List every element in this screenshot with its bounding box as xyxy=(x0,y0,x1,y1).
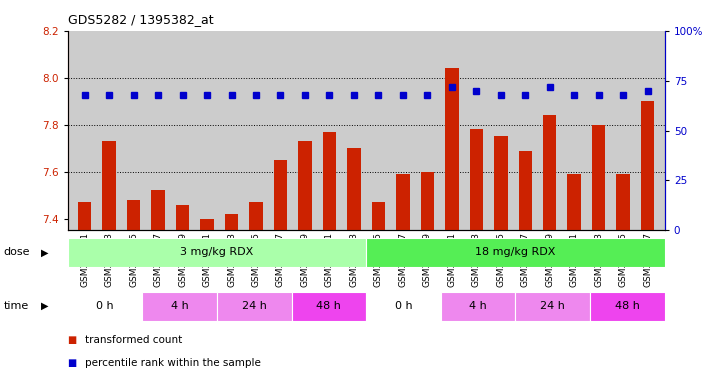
Text: 3 mg/kg RDX: 3 mg/kg RDX xyxy=(180,247,254,258)
Bar xyxy=(102,141,116,230)
Bar xyxy=(494,136,508,230)
Bar xyxy=(372,202,385,230)
Bar xyxy=(292,292,366,321)
Text: 18 mg/kg RDX: 18 mg/kg RDX xyxy=(475,247,556,258)
Bar xyxy=(201,218,214,230)
Bar xyxy=(250,202,263,230)
Bar xyxy=(543,115,557,230)
Text: dose: dose xyxy=(4,247,30,258)
Bar xyxy=(323,132,336,230)
Bar xyxy=(225,214,238,230)
Text: 0 h: 0 h xyxy=(96,301,114,311)
Bar xyxy=(616,174,630,230)
Bar xyxy=(298,141,311,230)
Bar xyxy=(441,292,515,321)
Bar xyxy=(127,200,140,230)
Bar xyxy=(567,174,581,230)
Text: ■: ■ xyxy=(68,335,77,345)
Bar xyxy=(68,292,142,321)
Text: percentile rank within the sample: percentile rank within the sample xyxy=(85,358,261,368)
Bar xyxy=(142,292,217,321)
Text: GDS5282 / 1395382_at: GDS5282 / 1395382_at xyxy=(68,13,213,26)
Bar xyxy=(445,68,459,230)
Text: time: time xyxy=(4,301,29,311)
Bar xyxy=(396,174,410,230)
Text: 24 h: 24 h xyxy=(540,301,565,311)
Bar xyxy=(515,292,590,321)
Text: ■: ■ xyxy=(68,358,77,368)
Text: 48 h: 48 h xyxy=(615,301,640,311)
Text: 4 h: 4 h xyxy=(469,301,487,311)
Bar xyxy=(590,292,665,321)
Text: ▶: ▶ xyxy=(41,247,49,258)
Bar xyxy=(217,292,292,321)
Text: 0 h: 0 h xyxy=(395,301,412,311)
Bar xyxy=(366,238,665,267)
Bar xyxy=(518,151,532,230)
Bar xyxy=(469,129,483,230)
Text: ▶: ▶ xyxy=(41,301,49,311)
Bar xyxy=(641,101,654,230)
Bar xyxy=(68,238,366,267)
Text: 48 h: 48 h xyxy=(316,301,341,311)
Bar xyxy=(78,202,92,230)
Bar xyxy=(366,292,441,321)
Bar xyxy=(421,172,434,230)
Bar xyxy=(274,160,287,230)
Text: 24 h: 24 h xyxy=(242,301,267,311)
Bar xyxy=(151,190,165,230)
Bar xyxy=(347,148,360,230)
Bar xyxy=(176,205,189,230)
Bar xyxy=(592,125,606,230)
Text: transformed count: transformed count xyxy=(85,335,183,345)
Text: 4 h: 4 h xyxy=(171,301,188,311)
